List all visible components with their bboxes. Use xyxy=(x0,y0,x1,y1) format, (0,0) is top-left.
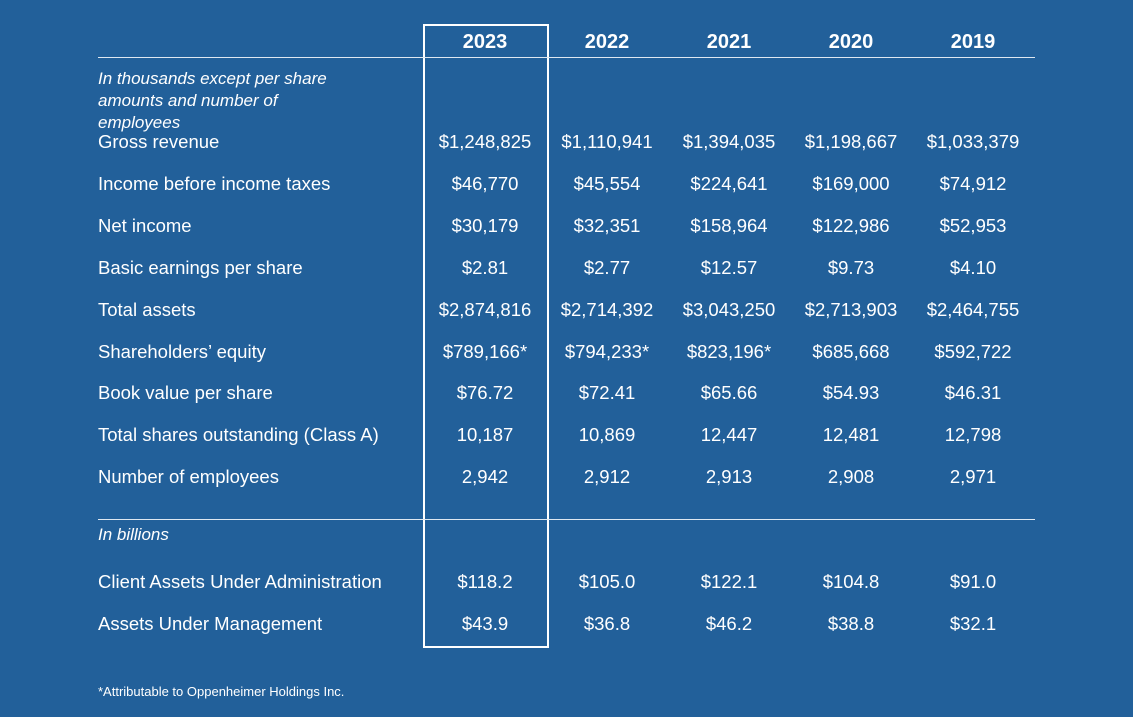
column-header: 2023 xyxy=(462,31,508,53)
cell-value: $43.9 xyxy=(461,613,509,634)
cell-value: $592,722 xyxy=(934,340,1012,362)
cell-value: 2,908 xyxy=(827,466,875,488)
cell-value: $2,714,392 xyxy=(560,298,654,320)
row-label: Shareholders’ equity xyxy=(98,340,266,362)
cell-value: $122,986 xyxy=(812,214,890,236)
cell-value: $169,000 xyxy=(812,172,890,194)
cell-value: $32,351 xyxy=(573,214,641,236)
row-label: Number of employees xyxy=(98,466,279,488)
cell-value: $685,668 xyxy=(812,340,890,362)
section-rule xyxy=(98,519,1035,520)
cell-value: $105.0 xyxy=(578,571,636,592)
cell-value: $1,248,825 xyxy=(438,131,532,152)
cell-value: 12,798 xyxy=(944,424,1002,446)
cell-value: $1,033,379 xyxy=(926,131,1020,152)
row-label: Net income xyxy=(98,214,192,236)
cell-value: $122.1 xyxy=(700,571,758,592)
column-header: 2022 xyxy=(584,31,630,53)
cell-value: $36.8 xyxy=(583,613,631,634)
cell-value: $1,110,941 xyxy=(561,131,653,152)
column-header: 2021 xyxy=(706,31,752,53)
cell-value: $76.72 xyxy=(456,382,514,404)
cell-value: $52,953 xyxy=(939,214,1007,236)
cell-value: 2,971 xyxy=(949,466,997,488)
cell-value: $224,641 xyxy=(690,172,768,194)
cell-value: $104.8 xyxy=(822,571,880,592)
cell-value: $72.41 xyxy=(578,382,636,404)
cell-value: 2,913 xyxy=(705,466,753,488)
cell-value: $12.57 xyxy=(700,256,758,278)
header-rule xyxy=(98,57,1035,58)
row-label: Client Assets Under Administration xyxy=(98,571,382,592)
cell-value: $2,874,816 xyxy=(438,298,532,320)
section-note: In billions xyxy=(98,525,169,544)
row-label: Gross revenue xyxy=(98,131,220,152)
cell-value: $794,233* xyxy=(564,340,650,362)
column-header: 2019 xyxy=(950,31,996,53)
cell-value: $1,394,035 xyxy=(682,131,776,152)
row-label: Total shares outstanding (Class A) xyxy=(98,424,379,446)
cell-value: $4.10 xyxy=(949,256,997,278)
cell-value: $9.73 xyxy=(827,256,875,278)
cell-value: $30,179 xyxy=(451,214,519,236)
cell-value: $2.81 xyxy=(461,256,509,278)
cell-value: $2.77 xyxy=(583,256,631,278)
cell-value: $2,713,903 xyxy=(804,298,898,320)
cell-value: $118.2 xyxy=(457,571,513,592)
cell-value: $74,912 xyxy=(939,172,1007,194)
row-label: Basic earnings per share xyxy=(98,256,303,278)
cell-value: $158,964 xyxy=(690,214,768,236)
cell-value: $1,198,667 xyxy=(804,131,898,152)
cell-value: $54.93 xyxy=(822,382,880,404)
row-label: Assets Under Management xyxy=(98,613,323,634)
cell-value: 10,187 xyxy=(456,424,514,446)
footnote: *Attributable to Oppenheimer Holdings In… xyxy=(98,684,345,699)
highlight-column xyxy=(423,24,549,648)
cell-value: 12,447 xyxy=(700,424,758,446)
cell-value: $2,464,755 xyxy=(926,298,1020,320)
cell-value: $91.0 xyxy=(949,571,997,592)
cell-value: $823,196* xyxy=(686,340,772,362)
cell-value: $46.2 xyxy=(705,613,753,634)
section-note: In thousands except per share amounts an… xyxy=(98,69,327,132)
row-label: Book value per share xyxy=(98,382,273,404)
row-label: Income before income taxes xyxy=(98,172,331,194)
cell-value: 12,481 xyxy=(822,424,880,446)
cell-value: 10,869 xyxy=(578,424,636,446)
cell-value: $38.8 xyxy=(827,613,875,634)
cell-value: $46,770 xyxy=(451,172,519,194)
cell-value: $32.1 xyxy=(949,613,997,634)
cell-value: 2,942 xyxy=(461,466,509,488)
cell-value: $65.66 xyxy=(700,382,758,404)
cell-value: $45,554 xyxy=(573,172,641,194)
column-header: 2020 xyxy=(828,31,874,53)
row-label: Total assets xyxy=(98,298,196,320)
cell-value: 2,912 xyxy=(583,466,631,488)
cell-value: $789,166* xyxy=(442,340,528,362)
cell-value: $3,043,250 xyxy=(682,298,776,320)
cell-value: $46.31 xyxy=(944,382,1002,404)
